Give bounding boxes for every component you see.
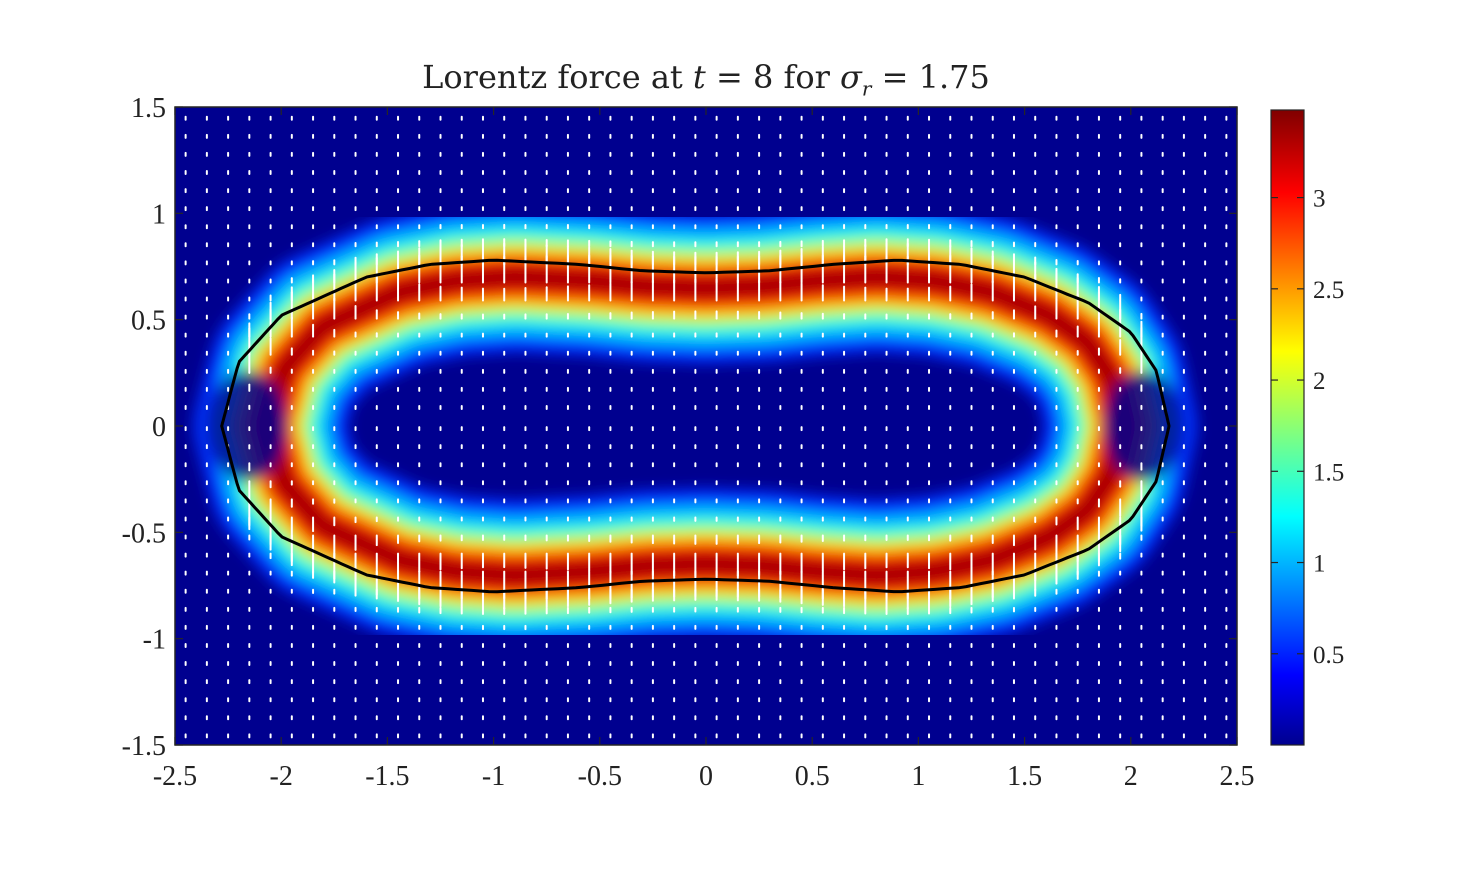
y-axis: 1.5 1 0.5 0 -0.5 -1 -1.5 (122, 93, 1237, 762)
interface-curve (220, 258, 1171, 594)
y-tick-label: -1 (143, 625, 166, 656)
y-tick-label: 1.5 (131, 93, 166, 124)
colorbar-tick-label: 2.5 (1313, 277, 1344, 304)
colorbar-tick-label: 2 (1313, 368, 1326, 395)
x-tick-label: -2 (270, 761, 293, 792)
x-tick-label: -0.5 (578, 761, 622, 792)
heat-cap-left (207, 371, 288, 481)
x-tick-label: 2.5 (1220, 761, 1255, 792)
x-axis: -2.5 -2 -1.5 -1 -0.5 0 0.5 1 1.5 2 2.5 (153, 107, 1255, 792)
x-tick-label: 0 (699, 761, 713, 792)
x-tick-label: -1 (482, 761, 505, 792)
y-tick-label: -1.5 (122, 731, 166, 762)
x-tick-label: 1 (911, 761, 925, 792)
colorbar-tick-label: 0.5 (1313, 642, 1344, 669)
chart-title: Lorentz force at t = 8 for σr = 1.75 (422, 58, 990, 101)
colorbar-tick-label: 3 (1313, 186, 1326, 213)
x-tick-label: 2 (1124, 761, 1138, 792)
heat-cap-right (1103, 371, 1184, 481)
y-tick-label: -0.5 (122, 518, 166, 549)
y-tick-label: 1 (152, 199, 166, 230)
y-tick-label: 0.5 (131, 306, 166, 337)
x-tick-label: 0.5 (795, 761, 830, 792)
y-tick-label: 0 (152, 412, 166, 443)
colorbar-tick-label: 1 (1313, 551, 1326, 578)
quiver-arrows (184, 115, 1228, 739)
plot-area (174, 106, 1238, 746)
x-tick-label: -1.5 (365, 761, 409, 792)
colorbar-gradient (1270, 109, 1305, 746)
colorbar-tick-label: 1.5 (1313, 459, 1344, 486)
x-tick-label: 1.5 (1007, 761, 1042, 792)
x-tick-label: -2.5 (153, 761, 197, 792)
colorbar: 0.5 1 1.5 2 2.5 3 (1270, 109, 1344, 746)
